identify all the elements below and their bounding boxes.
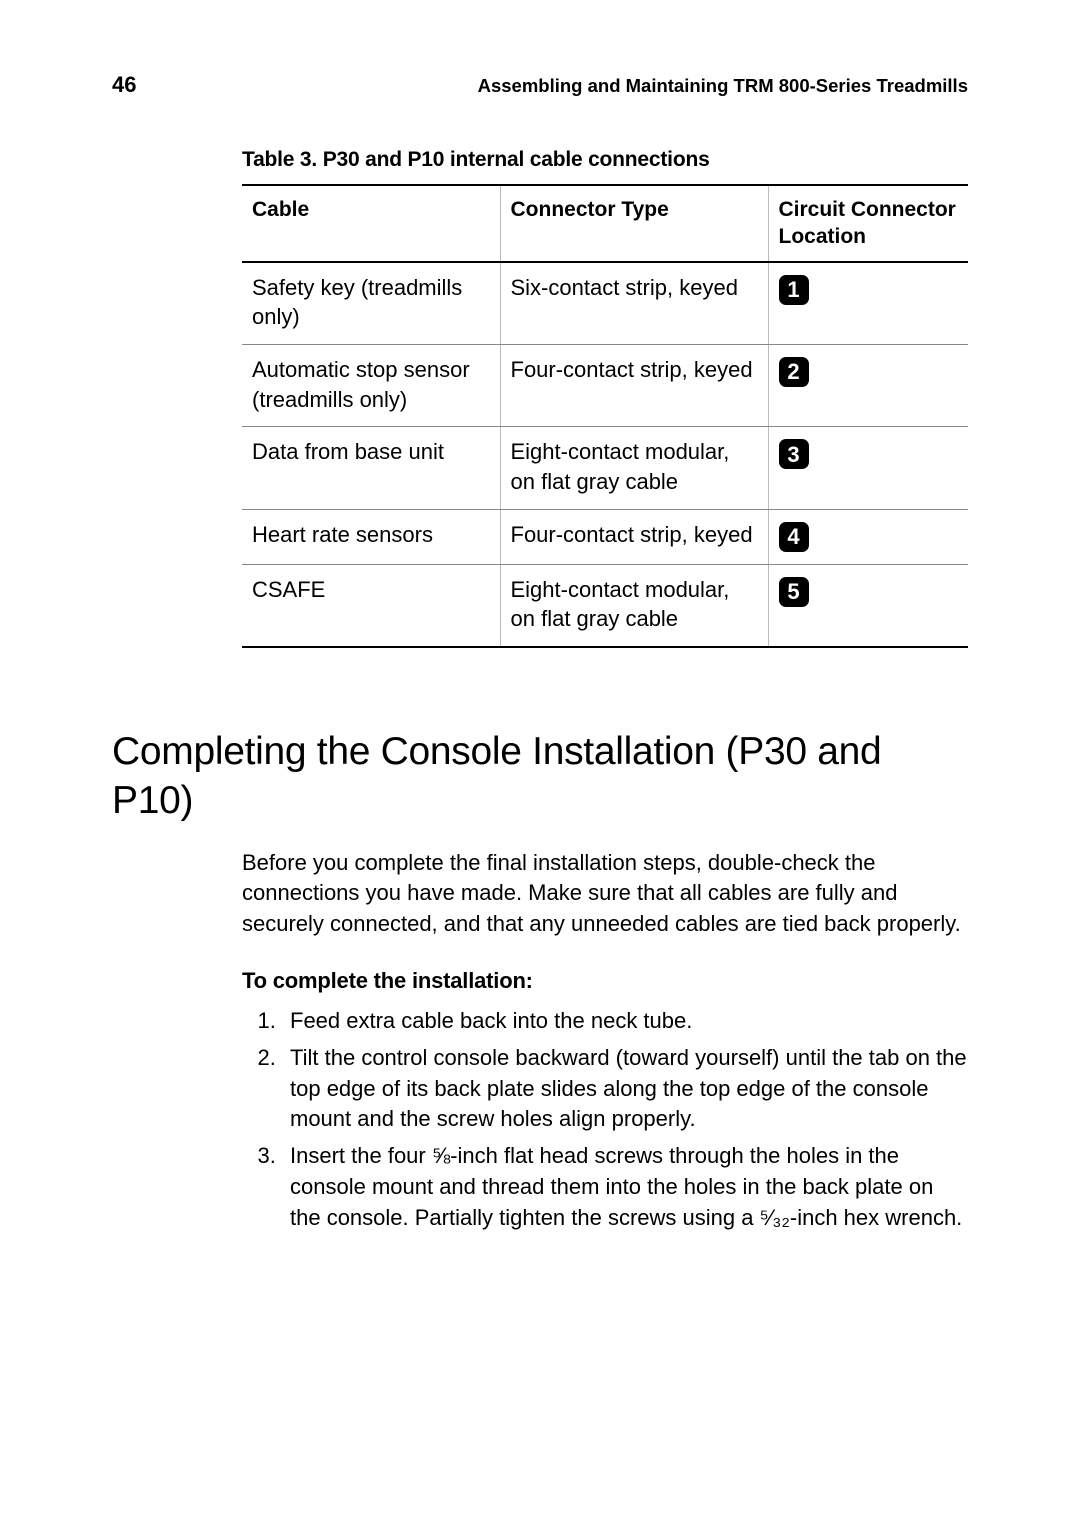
cell-connector: Four-contact strip, keyed <box>500 509 768 564</box>
table-header-row: Cable Connector Type Circuit Connector L… <box>242 185 968 262</box>
cell-cable: Data from base unit <box>242 427 500 509</box>
page-number: 46 <box>112 72 136 98</box>
table-row: Safety key (treadmills only) Six-contact… <box>242 262 968 345</box>
page-header: 46 Assembling and Maintaining TRM 800-Se… <box>112 72 968 98</box>
location-icon: 2 <box>779 357 809 387</box>
table-caption: Table 3. P30 and P10 internal cable conn… <box>242 148 968 172</box>
running-head: Assembling and Maintaining TRM 800-Serie… <box>478 75 968 97</box>
step-item: Tilt the control console backward (towar… <box>282 1043 968 1135</box>
cell-connector: Eight-contact modular, on flat gray cabl… <box>500 427 768 509</box>
intro-paragraph: Before you complete the final installati… <box>242 848 968 940</box>
table-row: Data from base unit Eight-contact modula… <box>242 427 968 509</box>
cell-connector: Four-contact strip, keyed <box>500 344 768 426</box>
cell-location: 5 <box>768 564 968 647</box>
table-row: CSAFE Eight-contact modular, on flat gra… <box>242 564 968 647</box>
cell-location: 1 <box>768 262 968 345</box>
table-row: Automatic stop sensor (treadmills only) … <box>242 344 968 426</box>
table-row: Heart rate sensors Four-contact strip, k… <box>242 509 968 564</box>
cell-connector: Eight-contact modular, on flat gray cabl… <box>500 564 768 647</box>
table-caption-title: P30 and P10 internal cable connections <box>323 148 710 171</box>
cable-table: Cable Connector Type Circuit Connector L… <box>242 184 968 648</box>
cell-location: 4 <box>768 509 968 564</box>
cell-cable: CSAFE <box>242 564 500 647</box>
document-page: 46 Assembling and Maintaining TRM 800-Se… <box>0 0 1080 1535</box>
location-icon: 4 <box>779 522 809 552</box>
location-icon: 3 <box>779 439 809 469</box>
location-icon: 5 <box>779 577 809 607</box>
cell-cable: Safety key (treadmills only) <box>242 262 500 345</box>
col-header-connector: Connector Type <box>500 185 768 262</box>
procedure-list: Feed extra cable back into the neck tube… <box>242 1006 968 1234</box>
section-heading: Completing the Console Installation (P30… <box>112 728 968 826</box>
step-item: Feed extra cable back into the neck tube… <box>282 1006 968 1037</box>
cell-location: 2 <box>768 344 968 426</box>
cell-connector: Six-contact strip, keyed <box>500 262 768 345</box>
cell-cable: Automatic stop sensor (treadmills only) <box>242 344 500 426</box>
location-icon: 1 <box>779 275 809 305</box>
step-item: Insert the four ⅝-inch flat head screws … <box>282 1141 968 1233</box>
table-caption-prefix: Table 3. <box>242 148 323 171</box>
col-header-cable: Cable <box>242 185 500 262</box>
procedure-subhead: To complete the installation: <box>242 968 968 994</box>
cell-cable: Heart rate sensors <box>242 509 500 564</box>
cell-location: 3 <box>768 427 968 509</box>
col-header-location: Circuit Connector Location <box>768 185 968 262</box>
